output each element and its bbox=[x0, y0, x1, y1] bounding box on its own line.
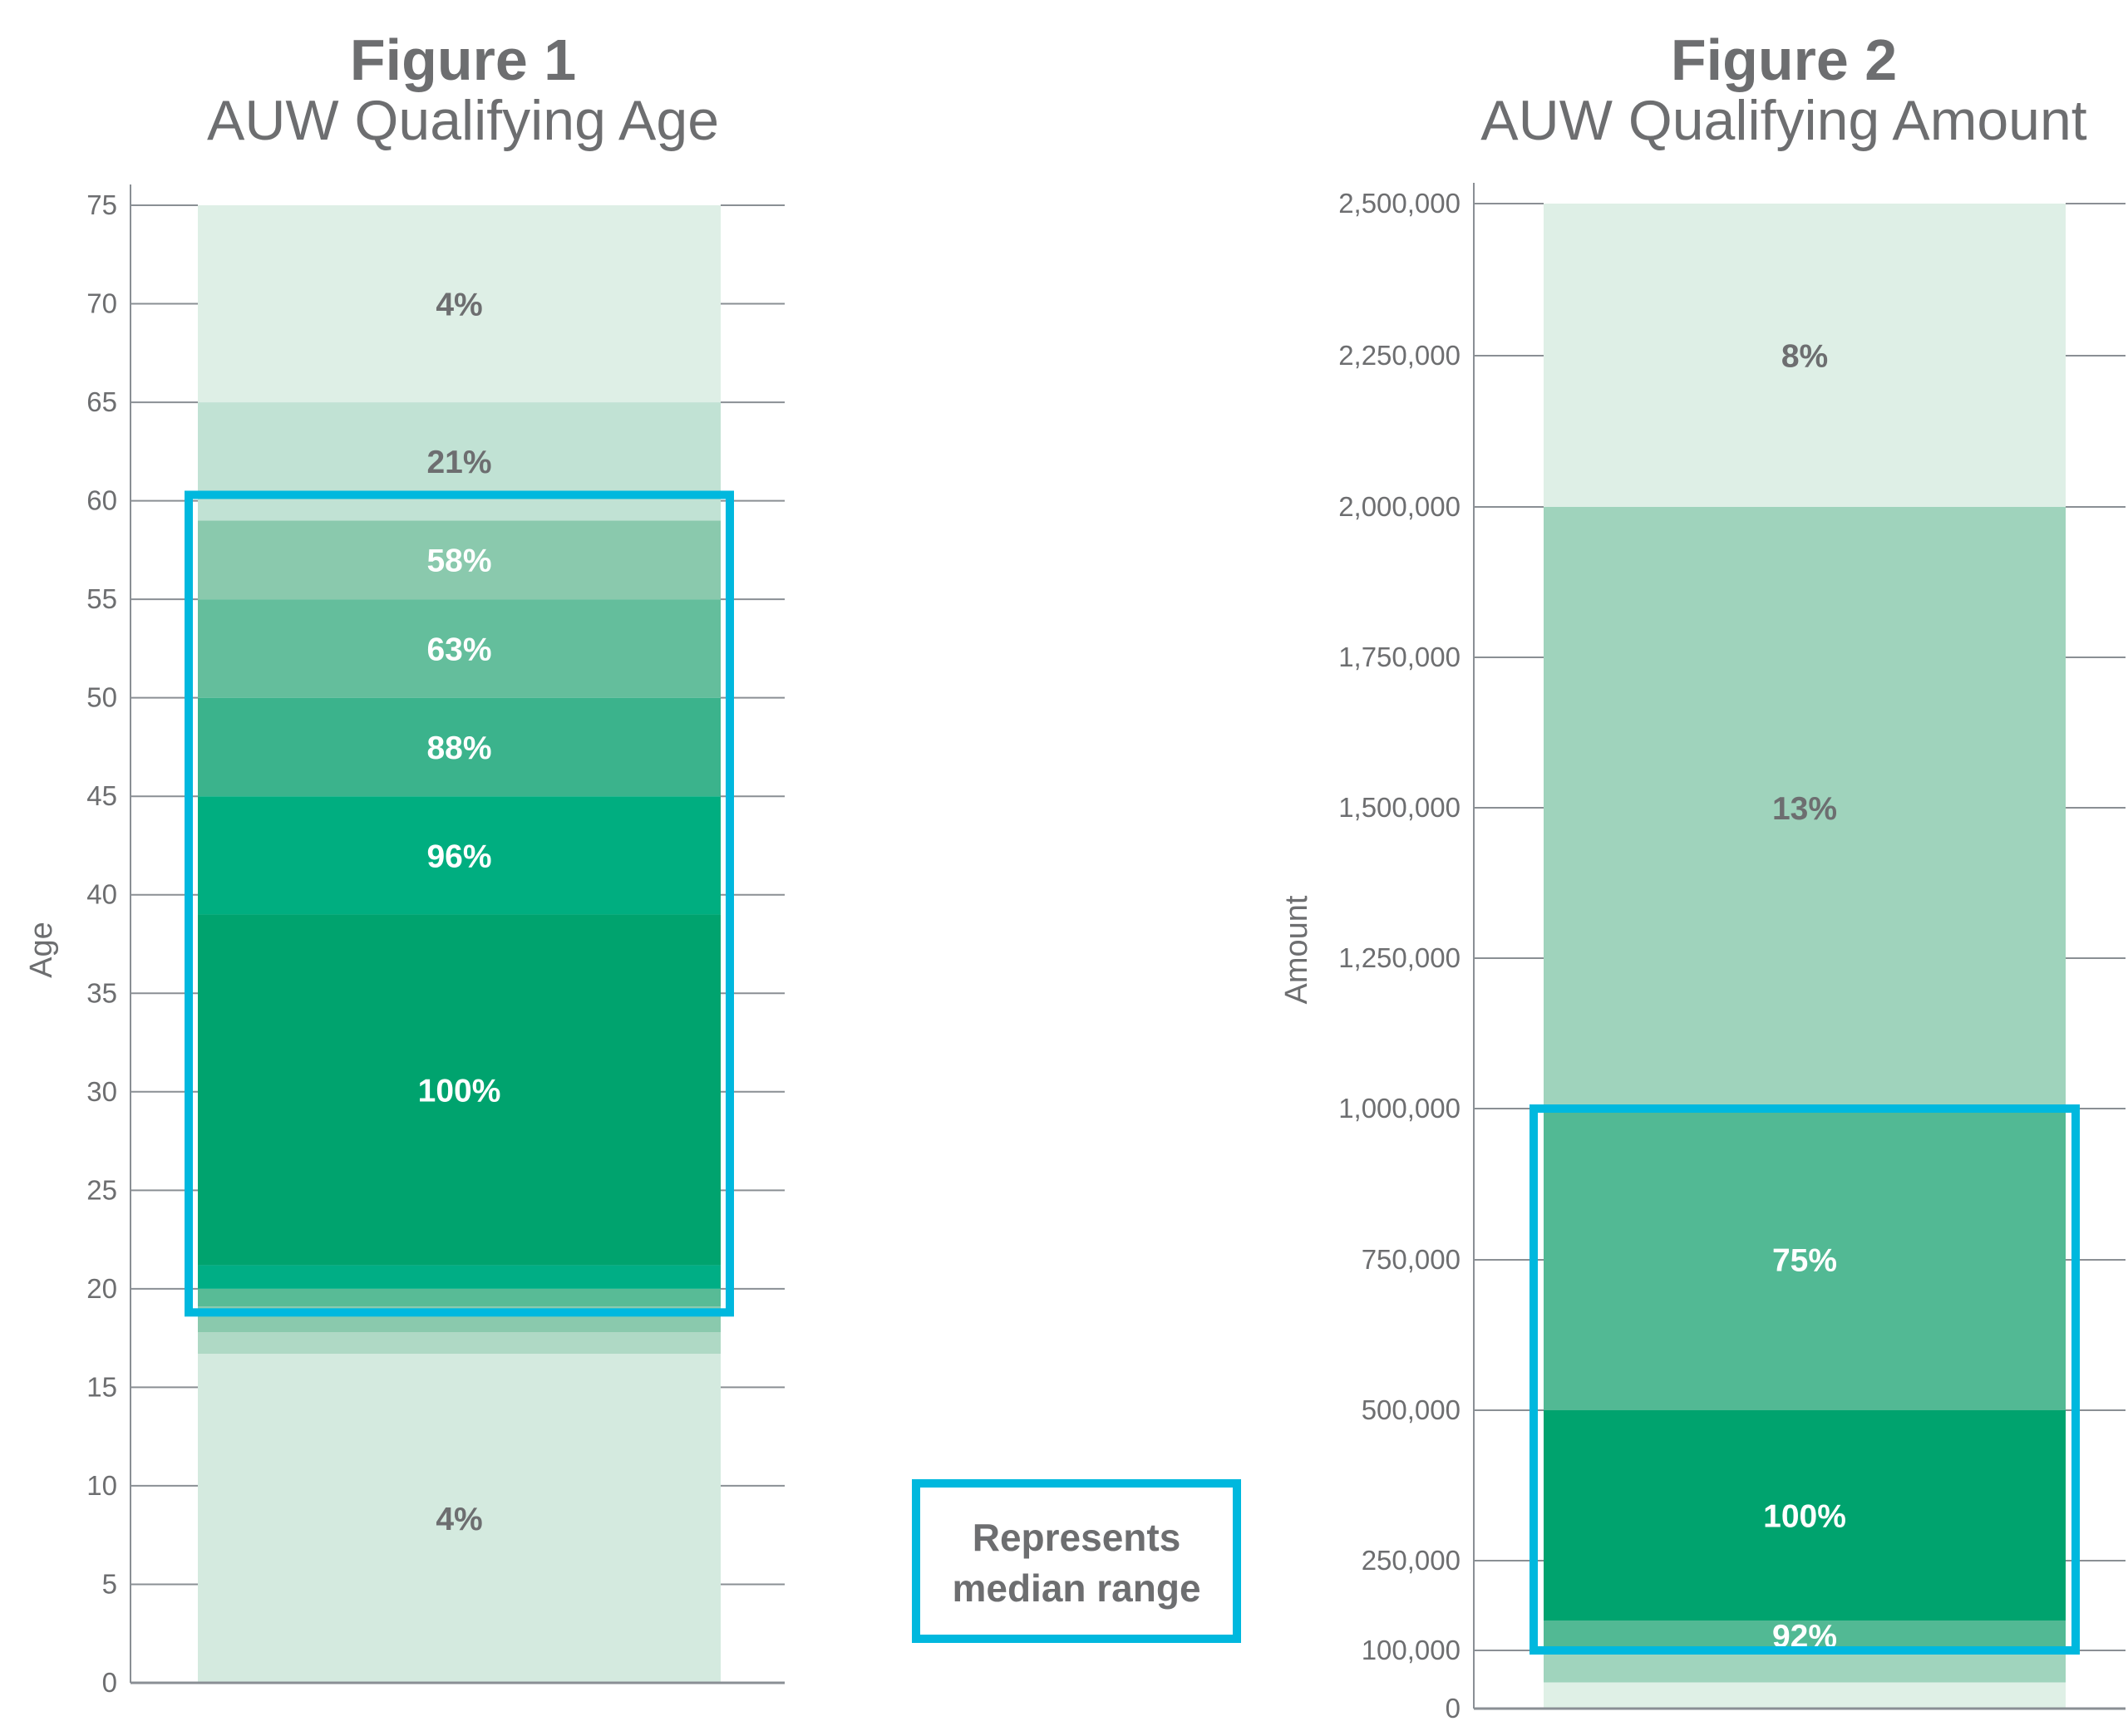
band-data-label: 4% bbox=[436, 288, 482, 323]
band-data-label: 75% bbox=[1772, 1243, 1837, 1279]
band-segment bbox=[198, 402, 721, 521]
figure-2-subtitle: AUW Qualifying Amount bbox=[1480, 89, 2087, 152]
band-segment bbox=[1544, 1650, 2066, 1683]
legend-median-box bbox=[912, 1479, 1241, 1643]
y-tick-label: 1,750,000 bbox=[1338, 642, 1461, 672]
figure-2-y-axis-label: Amount bbox=[1279, 895, 1314, 1004]
y-tick-label: 60 bbox=[86, 485, 117, 516]
band-data-label: 63% bbox=[426, 632, 491, 667]
band-segment bbox=[198, 796, 721, 915]
band-segment bbox=[198, 205, 721, 403]
figure-2-plot: 0 100,000 250,000 500,000 750,000 1,000,000 1,… bbox=[1338, 183, 2126, 1724]
y-tick-label: 100,000 bbox=[1362, 1635, 1461, 1665]
y-tick-label: 250,000 bbox=[1362, 1545, 1461, 1576]
median-range-box bbox=[1530, 1104, 2080, 1655]
figure-1-y-axis-label: Age bbox=[24, 922, 59, 978]
legend-text-line2: median range bbox=[952, 1566, 1200, 1610]
figure-1-plot: 0 5 10 15 20 25 30 35 40 45 50 55 60 65 70 75 4% 100% 96% 8… bbox=[86, 184, 785, 1698]
band-data-label: 96% bbox=[426, 838, 491, 874]
y-tick-label: 30 bbox=[86, 1076, 117, 1107]
y-tick-label: 40 bbox=[86, 879, 117, 910]
figure-2-title: Figure 2 bbox=[1671, 27, 1897, 92]
legend: Represents median range bbox=[912, 1479, 1241, 1643]
y-tick-label: 10 bbox=[86, 1470, 117, 1501]
band-data-label: 58% bbox=[426, 543, 491, 579]
y-tick-label: 2,000,000 bbox=[1338, 491, 1461, 522]
band-segment bbox=[1544, 507, 2066, 1109]
y-tick-label: 15 bbox=[86, 1371, 117, 1402]
band-segment bbox=[198, 1332, 721, 1355]
y-tick-label: 65 bbox=[86, 386, 117, 417]
y-tick-label: 1,500,000 bbox=[1338, 792, 1461, 823]
y-tick-label: 50 bbox=[86, 682, 117, 713]
band-segment bbox=[198, 914, 721, 1266]
y-tick-label: 20 bbox=[86, 1273, 117, 1304]
y-tick-label: 750,000 bbox=[1362, 1244, 1461, 1275]
band-segment bbox=[198, 697, 721, 797]
y-tick-label: 5 bbox=[102, 1568, 117, 1599]
band-data-label: 4% bbox=[436, 1502, 482, 1537]
band-data-label: 100% bbox=[418, 1073, 501, 1109]
y-tick-label: 55 bbox=[86, 583, 117, 614]
y-tick-label: 500,000 bbox=[1362, 1394, 1461, 1425]
median-range-box bbox=[185, 490, 734, 1317]
band-data-label: 8% bbox=[1781, 339, 1828, 375]
band-segment bbox=[198, 599, 721, 698]
band-segment bbox=[1544, 1620, 2066, 1650]
y-tick-label: 70 bbox=[86, 288, 117, 319]
figure-1-subtitle: AUW Qualifying Age bbox=[207, 89, 719, 152]
band-data-label: 88% bbox=[426, 730, 491, 766]
y-tick-label: 0 bbox=[102, 1667, 117, 1698]
band-segment bbox=[198, 1265, 721, 1289]
band-segment bbox=[1544, 1109, 2066, 1410]
band-data-label: 100% bbox=[1763, 1499, 1846, 1535]
y-tick-label: 2,250,000 bbox=[1338, 340, 1461, 371]
y-tick-label: 75 bbox=[86, 189, 117, 220]
figure-1-title: Figure 1 bbox=[350, 27, 576, 92]
band-segment bbox=[198, 1288, 721, 1307]
y-tick-label: 1,000,000 bbox=[1338, 1093, 1461, 1124]
band-data-label: 13% bbox=[1772, 791, 1837, 827]
band-data-label: 21% bbox=[426, 445, 491, 480]
band-segment bbox=[198, 1354, 721, 1683]
band-segment bbox=[1544, 204, 2066, 507]
legend-text-line1: Represents bbox=[973, 1516, 1181, 1559]
y-tick-label: 25 bbox=[86, 1174, 117, 1205]
y-tick-label: 0 bbox=[1446, 1693, 1461, 1724]
y-tick-label: 2,500,000 bbox=[1338, 188, 1461, 219]
y-tick-label: 45 bbox=[86, 780, 117, 811]
band-segment bbox=[198, 520, 721, 600]
band-segment bbox=[1544, 1410, 2066, 1620]
band-segment bbox=[1544, 1682, 2066, 1709]
y-tick-label: 1,250,000 bbox=[1338, 942, 1461, 973]
y-tick-label: 35 bbox=[86, 977, 117, 1008]
